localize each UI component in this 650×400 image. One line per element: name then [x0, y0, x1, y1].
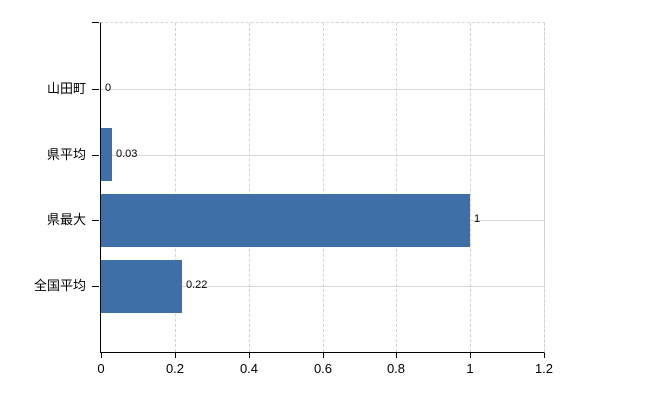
x-axis-tick [396, 353, 397, 358]
x-axis-tick [101, 353, 102, 358]
y-axis-tick [92, 89, 99, 90]
gridline-vertical [175, 23, 176, 352]
x-axis-tick [323, 353, 324, 358]
x-axis-tick [249, 353, 250, 358]
bar [101, 128, 112, 181]
x-axis-tick-label: 1.2 [534, 361, 554, 376]
bar-value-label: 0.22 [186, 279, 208, 291]
bar [101, 260, 182, 313]
category-label: 山田町 [46, 81, 86, 96]
bar-value-label: 1 [474, 213, 481, 225]
y-axis-tick [92, 286, 99, 287]
x-axis-tick [544, 353, 545, 358]
gridline-horizontal [101, 286, 544, 287]
plot-area: 0 0.03 1 0.22 [100, 22, 545, 353]
x-axis-tick-label: 0.2 [165, 361, 185, 376]
bar-value-label: 0 [105, 82, 112, 94]
category-label: 県平均 [46, 147, 86, 162]
gridline-vertical [396, 23, 397, 352]
y-axis-tick [92, 220, 99, 221]
gridline-horizontal [101, 89, 544, 90]
gridline-vertical [470, 23, 471, 352]
x-axis-tick-label: 0.8 [386, 361, 406, 376]
gridline-horizontal [101, 155, 544, 156]
x-axis-tick-label: 1 [466, 361, 474, 376]
x-axis-tick-label: 0 [97, 361, 105, 376]
x-axis-tick-label: 0.4 [239, 361, 259, 376]
category-label: 県最大 [46, 212, 86, 227]
y-axis-tick [92, 22, 99, 23]
gridline-vertical [323, 23, 324, 352]
gridline-vertical [249, 23, 250, 352]
x-axis-tick-label: 0.6 [313, 361, 333, 376]
x-axis-tick [175, 353, 176, 358]
x-axis-tick [470, 353, 471, 358]
y-axis-tick [92, 155, 99, 156]
bar [101, 194, 470, 247]
bar-value-label: 0.03 [116, 148, 138, 160]
category-label: 全国平均 [33, 278, 86, 293]
gridline-vertical [544, 23, 545, 352]
